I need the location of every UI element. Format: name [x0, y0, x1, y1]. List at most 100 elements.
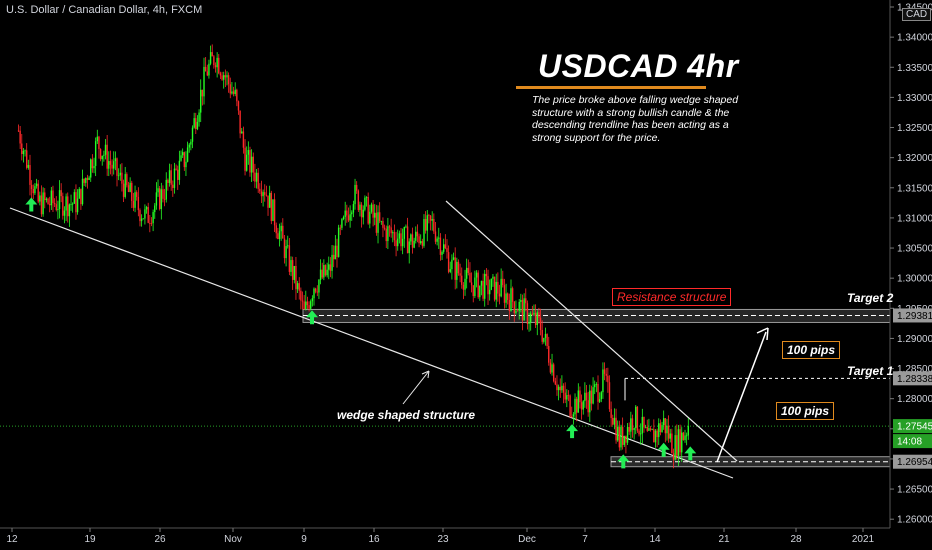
candle-body	[676, 435, 678, 456]
candle-body	[172, 184, 174, 188]
candle-body	[173, 168, 176, 188]
candle-body	[34, 186, 36, 194]
candle-body	[497, 281, 499, 294]
candle-body	[449, 269, 451, 272]
support-arrow-icon	[617, 454, 630, 469]
candle-body	[209, 52, 212, 64]
candle-body	[649, 428, 652, 430]
candle-body	[242, 131, 245, 148]
candle-body	[562, 385, 565, 393]
candle-body	[382, 221, 384, 228]
candle-body	[127, 185, 130, 192]
candle-body	[685, 435, 688, 437]
candle-body	[536, 312, 538, 326]
candle-body	[55, 204, 57, 210]
price-tick-label: 1.32500	[897, 123, 932, 134]
candle-body	[273, 199, 276, 226]
candle-body	[625, 435, 627, 443]
candle-body	[502, 278, 504, 286]
candle-body	[549, 362, 552, 373]
candle-body	[186, 147, 189, 162]
candle-body	[484, 273, 486, 299]
candle-body	[635, 406, 637, 429]
candle-body	[96, 136, 98, 142]
time-tick-label: Nov	[224, 534, 242, 545]
candle-body	[321, 269, 323, 278]
candle-body	[372, 204, 374, 218]
candle-body	[142, 218, 144, 220]
countdown-badge-bg	[893, 434, 932, 449]
candle-body	[221, 75, 223, 80]
candle-body	[398, 233, 401, 239]
candle-body	[136, 192, 138, 197]
candle-body	[241, 131, 243, 134]
candle-body	[507, 293, 509, 300]
candle-body	[556, 384, 558, 391]
candle-body	[347, 215, 350, 221]
candle-body	[245, 154, 248, 171]
candle-body	[180, 155, 182, 161]
candle-body	[68, 204, 71, 217]
candle-body	[511, 288, 514, 302]
candle-body	[101, 155, 103, 160]
candle-body	[260, 191, 263, 197]
candle-body	[552, 364, 555, 382]
candle-body	[26, 150, 28, 168]
time-axis[interactable]: 12 19 26 Nov 9 16 23 Dec 7 14 21 28 2021	[0, 527, 890, 545]
candle-body	[85, 178, 87, 183]
candle-body	[420, 241, 422, 244]
candle-body	[436, 238, 438, 242]
candle-body	[495, 281, 497, 300]
candle-body	[408, 241, 410, 254]
candle-body	[296, 283, 299, 290]
candle-body	[395, 240, 397, 247]
candle-body	[406, 226, 409, 254]
candle-body	[19, 130, 21, 144]
candle-body	[163, 198, 166, 200]
target-1-label: Target 1	[847, 364, 894, 378]
candle-body	[561, 385, 563, 391]
candle-body	[193, 118, 195, 128]
candle-body	[300, 290, 302, 301]
candle-body	[32, 189, 34, 194]
candle-body	[587, 400, 589, 413]
candle-body	[411, 234, 414, 248]
candle-body	[464, 278, 466, 290]
candle-body	[21, 143, 23, 155]
symbol-title: U.S. Dollar / Canadian Dollar, 4h, FXCM	[6, 4, 203, 16]
candle-body	[488, 289, 491, 295]
currency-badge[interactable]: CAD	[902, 8, 932, 21]
candle-body	[442, 244, 445, 252]
candle-body	[35, 183, 38, 187]
candle-body	[132, 200, 135, 208]
time-tick-label: 23	[437, 534, 449, 545]
candle-body	[351, 212, 353, 215]
wedge-lower-trendline	[9, 207, 734, 479]
candle-body	[295, 265, 297, 290]
candle-body	[94, 141, 97, 166]
wedge-structure-label: wedge shaped structure	[337, 408, 476, 422]
price-tick-label: 1.30000	[897, 274, 932, 285]
candle-body	[147, 207, 149, 223]
price-tick-label: 1.31000	[897, 213, 932, 224]
candle-body	[360, 204, 363, 218]
candle-body	[139, 210, 141, 222]
candle-body	[623, 435, 625, 445]
headline-underline	[516, 86, 706, 89]
price-axis[interactable]: 1.345001.340001.335001.330001.325001.320…	[889, 0, 932, 550]
candle-body	[60, 190, 62, 197]
candle-body	[687, 426, 689, 436]
candle-body	[201, 89, 204, 97]
candle-body	[165, 179, 167, 200]
candle-body	[229, 84, 231, 94]
candle-body	[470, 282, 473, 286]
candle-body	[490, 278, 492, 290]
candle-body	[250, 156, 253, 173]
candle-body	[682, 432, 685, 441]
candle-body	[264, 192, 266, 195]
candle-body	[316, 291, 318, 293]
candle-body	[416, 231, 419, 237]
candle-body	[424, 218, 427, 231]
